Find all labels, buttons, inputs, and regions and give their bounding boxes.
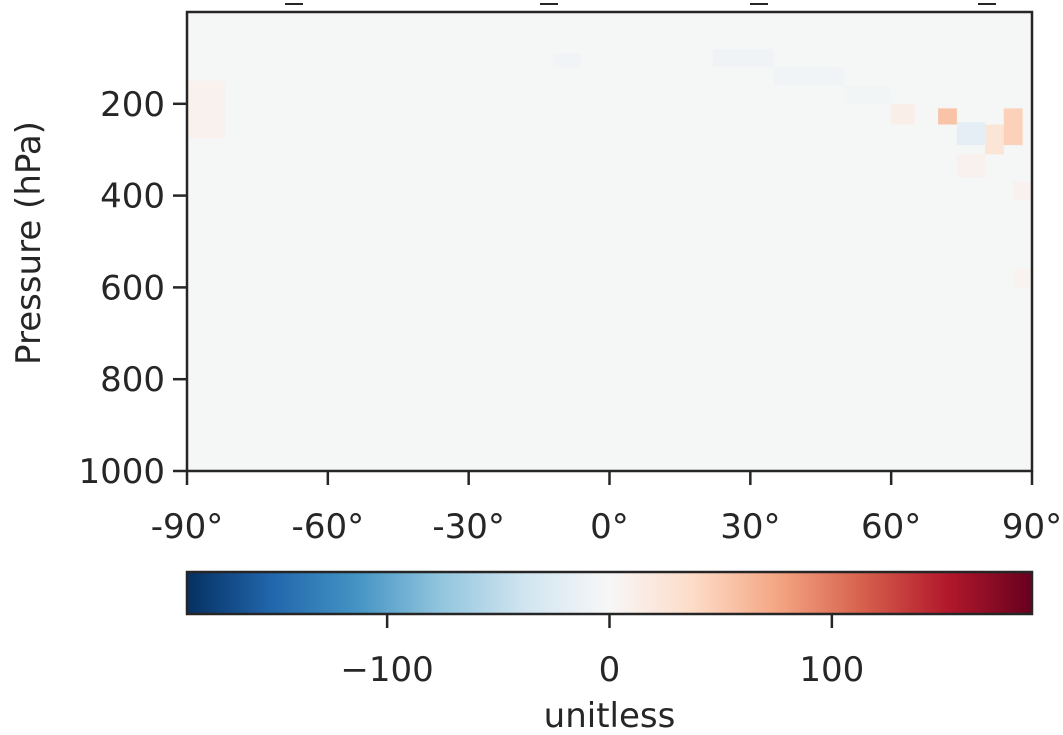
heatmap-cell [956, 122, 986, 146]
y-tick-label: 600 [100, 268, 165, 308]
x-tick-label: 30° [720, 507, 780, 547]
x-tick-label: -60° [292, 507, 365, 547]
x-tick-label: -30° [432, 507, 505, 547]
heatmap-cell [844, 85, 892, 104]
colorbar-ticks: −100 0 100 [340, 614, 864, 690]
colorbar-tick-label: 100 [799, 650, 864, 690]
heatmap-cell [956, 154, 986, 178]
heatmap-cell [985, 124, 1004, 155]
colorbar-tick-label: 0 [599, 650, 621, 690]
heatmap-cell [712, 48, 774, 68]
y-tick-label: 800 [100, 360, 165, 400]
colorbar-label: unitless [544, 696, 676, 735]
heatmap-cell [938, 108, 957, 125]
x-tick-label: 60° [861, 507, 921, 547]
x-tick-label: -90° [151, 507, 224, 547]
heatmap-cell [553, 53, 582, 68]
y-tick-label: 400 [100, 177, 165, 217]
y-axis: 200 400 600 800 1000 [78, 85, 187, 492]
heatmap-cell [1003, 108, 1023, 146]
colorbar: −100 0 100 unitless [185, 570, 1034, 735]
colorbar-tick-label: −100 [340, 650, 433, 690]
heatmap-cell [187, 80, 225, 139]
heatmap-cell [891, 103, 915, 125]
heatmap-cell [1013, 181, 1032, 201]
heatmap-cells [187, 48, 1032, 288]
x-tick-label: 90° [1002, 507, 1062, 547]
y-tick-label: 1000 [78, 452, 165, 492]
plot-area [185, 10, 1034, 473]
heatmap-cell [1013, 269, 1032, 288]
y-tick-label: 200 [100, 85, 165, 125]
heatmap-cell [773, 67, 845, 86]
y-axis-label: Pressure (hPa) [9, 121, 49, 365]
x-axis: -90° -60° -30° 0° 30° 60° 90° [151, 471, 1062, 547]
colorbar-gradient [185, 570, 1034, 616]
heatmap-background [187, 12, 1032, 471]
x-tick-label: 0° [590, 507, 629, 547]
